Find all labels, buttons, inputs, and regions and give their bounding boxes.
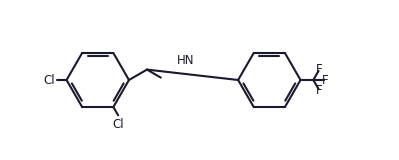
Text: HN: HN (176, 54, 194, 67)
Text: F: F (322, 73, 328, 87)
Text: F: F (316, 63, 322, 76)
Text: F: F (316, 84, 322, 97)
Text: Cl: Cl (113, 118, 124, 131)
Text: Cl: Cl (43, 73, 55, 87)
